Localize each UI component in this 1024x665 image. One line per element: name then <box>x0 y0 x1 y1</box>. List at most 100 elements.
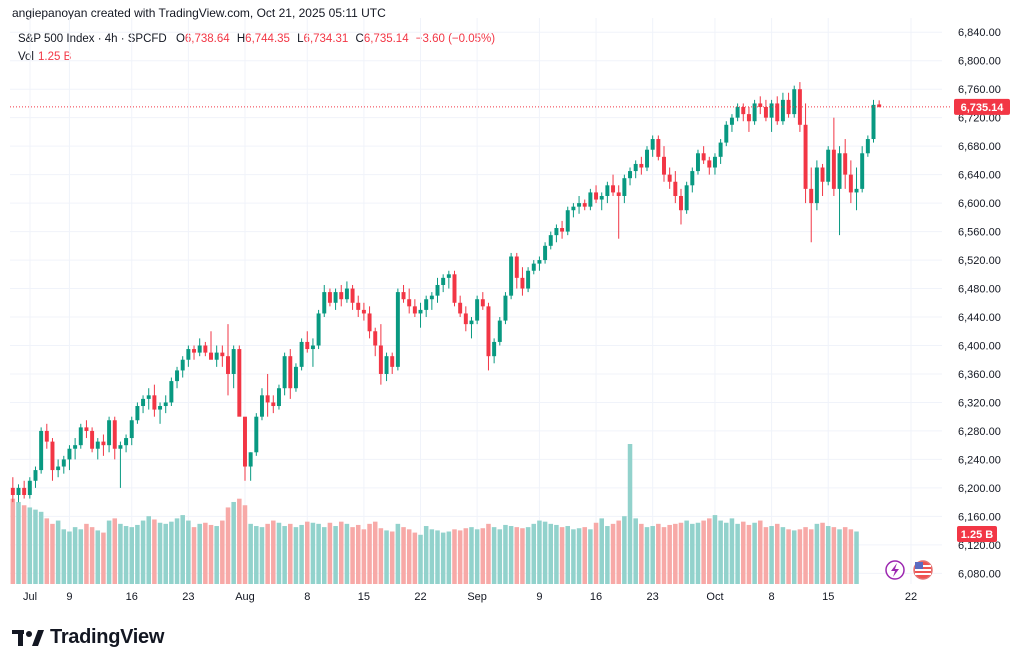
volume-bar <box>293 527 299 584</box>
volume-bar <box>44 518 50 584</box>
price-axis[interactable]: 6,840.00 6,800.00 6,760.00 6,720.00 6,680.00… <box>958 27 1001 580</box>
volume-bar <box>848 529 854 584</box>
candle-body <box>724 124 729 143</box>
volume-bar <box>350 527 355 584</box>
candle-body <box>180 359 185 371</box>
candle-body <box>735 106 740 118</box>
volume-bar <box>208 524 214 584</box>
close-value: 6,735.14 <box>363 33 409 45</box>
candle-body <box>746 114 751 122</box>
candle-body <box>209 352 213 360</box>
volume-bar <box>106 520 112 584</box>
y-tick-label: 6,400.00 <box>958 340 1001 352</box>
volume-bar <box>757 520 763 584</box>
volume-bar <box>791 530 797 584</box>
candle-body <box>27 480 32 496</box>
candle-body <box>605 185 610 196</box>
y-tick-label: 6,640.00 <box>958 170 1001 182</box>
volume-bar <box>735 523 740 584</box>
candle-body <box>429 295 434 300</box>
volume-bar <box>825 526 831 584</box>
candle-body <box>231 349 236 374</box>
volume-badge: 1.25 B <box>957 526 997 542</box>
grid <box>10 18 942 584</box>
candle-body <box>407 299 412 307</box>
footer-brand[interactable]: TradingView <box>12 626 164 649</box>
candle-body <box>10 487 15 496</box>
volume-bar <box>497 529 503 584</box>
volume-bar <box>803 527 808 584</box>
candle-body <box>95 441 100 449</box>
candle-body <box>152 395 157 410</box>
volume-bar <box>157 522 163 584</box>
y-tick-label: 6,160.00 <box>958 511 1001 523</box>
volume-bar <box>418 534 423 584</box>
volume-bar <box>282 526 287 584</box>
candle-body <box>611 185 616 193</box>
candle-body <box>90 430 95 449</box>
candle-body <box>565 210 570 232</box>
candle-body <box>679 195 683 211</box>
volume-bar <box>576 528 582 584</box>
volume-bar <box>729 518 735 584</box>
volume-bar <box>21 505 27 584</box>
candle-body <box>197 345 202 353</box>
volume-bar <box>718 520 723 584</box>
y-tick-label: 6,720.00 <box>958 113 1001 125</box>
candle-body <box>560 228 565 232</box>
us-flag-icon[interactable] <box>913 560 933 580</box>
candle-body <box>712 156 717 168</box>
candle-body <box>271 402 276 407</box>
symbol-title[interactable]: S&P 500 Index · 4h · SPCFD <box>18 33 167 45</box>
volume-bar <box>129 527 135 584</box>
candle-body <box>418 309 423 314</box>
lightning-icon[interactable] <box>885 560 905 580</box>
volume-bar <box>673 523 678 584</box>
candle-body <box>588 192 593 207</box>
candle-body <box>775 103 780 122</box>
candle-body <box>373 331 378 346</box>
volume-bar <box>33 509 38 584</box>
volume-bar <box>537 520 542 584</box>
volume-bar <box>203 522 208 584</box>
volume-bar <box>571 529 576 584</box>
volume-bar <box>361 529 367 584</box>
candle-body <box>169 381 174 403</box>
volume-bar <box>180 515 185 584</box>
candle-body <box>741 106 746 115</box>
volume-bar <box>469 527 474 584</box>
volume-bar <box>95 530 101 584</box>
volume-bar <box>820 522 825 584</box>
volume-bar <box>565 526 571 584</box>
volume-bar <box>118 523 123 584</box>
volume-value: 1.25 B <box>38 51 72 63</box>
candle-body <box>39 430 44 471</box>
x-tick-label: Aug <box>235 591 255 603</box>
volume-bar <box>89 527 95 584</box>
symbol-legend[interactable]: S&P 500 Index · 4h · SPCFD O6,738.64 H6,… <box>18 33 499 45</box>
candle-body <box>622 178 627 196</box>
candlesticks <box>10 82 882 503</box>
candle-body <box>226 356 230 374</box>
volume-bar <box>84 523 89 584</box>
x-tick-label: 9 <box>66 591 72 603</box>
candle-body <box>390 356 395 367</box>
candle-body <box>718 142 723 157</box>
y-tick-label: 6,240.00 <box>958 454 1001 466</box>
volume-bar <box>593 522 599 584</box>
candle-body <box>599 195 604 200</box>
candle-body <box>780 99 785 122</box>
time-axis[interactable]: Jul 9 16 23 Aug 8 15 22 Sep 9 16 23 Oct 8 15 22 <box>23 591 917 603</box>
volume-bar <box>146 516 151 584</box>
candle-body <box>469 320 474 325</box>
candle-body <box>492 341 497 357</box>
y-tick-label: 6,200.00 <box>958 483 1001 495</box>
y-tick-label: 6,120.00 <box>958 540 1001 552</box>
volume-bar <box>38 511 44 584</box>
volume-bar <box>769 526 774 584</box>
volume-bar <box>423 526 429 584</box>
volume-bar <box>169 521 174 584</box>
candle-body <box>577 203 582 207</box>
volume-bar <box>378 528 384 584</box>
